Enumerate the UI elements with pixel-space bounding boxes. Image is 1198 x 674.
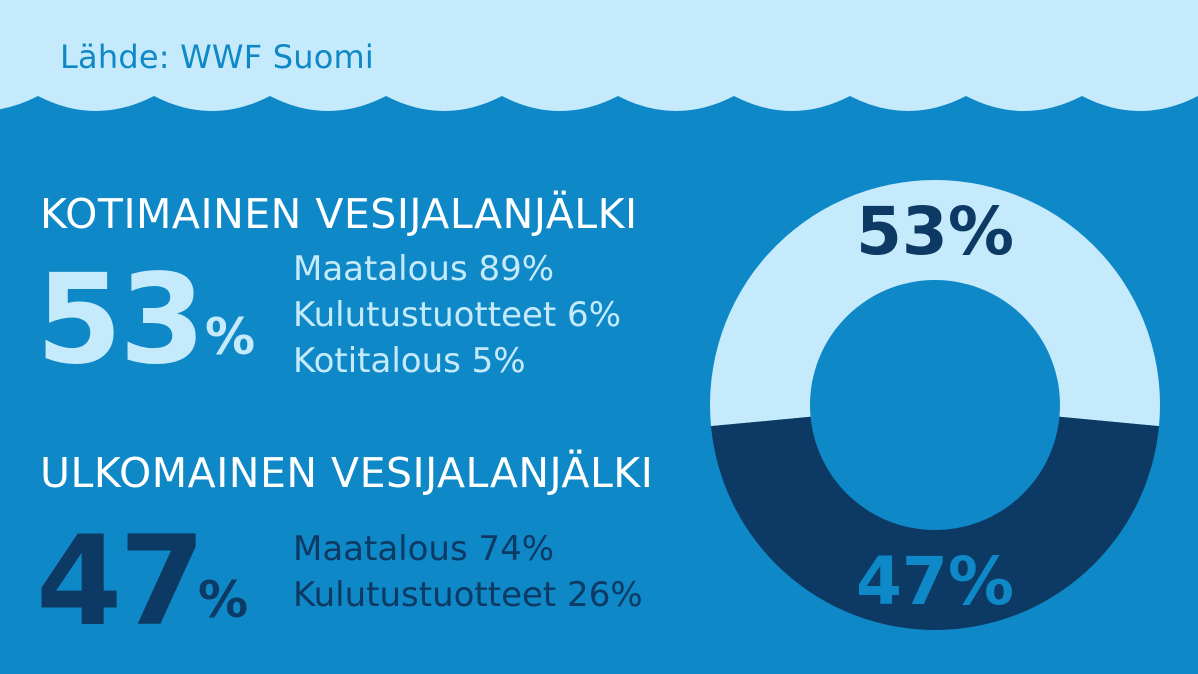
donut-chart: 53% 47%	[710, 179, 1160, 630]
domestic-big-value: 53	[36, 248, 206, 392]
wave-shape	[0, 0, 1198, 111]
domestic-heading: KOTIMAINEN VESIJALANJÄLKI	[40, 190, 638, 238]
donut-label-foreign: 47%	[856, 543, 1014, 620]
foreign-percent-sign: %	[198, 571, 249, 629]
donut-label-domestic: 53%	[856, 193, 1014, 270]
domestic-item-consumer-goods: Kulutustuotteet 6%	[293, 295, 621, 335]
donut-slice-foreign	[710, 416, 1160, 630]
domestic-item-households: Kotitalous 5%	[293, 341, 526, 381]
wave-banner	[0, 0, 1198, 111]
foreign-heading: ULKOMAINEN VESIJALANJÄLKI	[40, 449, 654, 497]
donut-slice-domestic	[710, 179, 1160, 427]
foreign-item-consumer-goods: Kulutustuotteet 26%	[293, 575, 643, 615]
foreign-big-value: 47	[36, 510, 206, 654]
source-label: Lähde: WWF Suomi	[60, 38, 374, 76]
domestic-breakdown: Maatalous 89% Kulutustuotteet 6% Kotital…	[293, 246, 621, 384]
foreign-item-agriculture: Maatalous 74%	[293, 529, 555, 569]
foreign-breakdown: Maatalous 74% Kulutustuotteet 26%	[293, 526, 643, 618]
domestic-percent-sign: %	[205, 308, 256, 366]
domestic-item-agriculture: Maatalous 89%	[293, 249, 555, 289]
